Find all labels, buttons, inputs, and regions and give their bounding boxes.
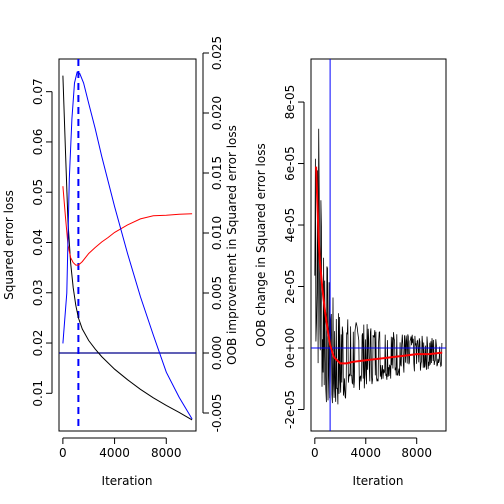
right-y-tick-label: -2e-05 — [283, 390, 297, 429]
right-y-tick-label: 6e-05 — [283, 146, 297, 181]
left-x-tick-label: 4000 — [99, 446, 130, 460]
left-series-smoothed-oob-loss — [62, 186, 193, 266]
right-series-oob-change — [314, 128, 443, 405]
right-y-tick-label: 8e-05 — [283, 85, 297, 120]
left-y2-axis-title: OOB improvement in Squared error loss — [225, 125, 239, 365]
right-x-tick-label: 8000 — [401, 446, 432, 460]
left-x-axis-title: Iteration — [102, 474, 153, 488]
left-y-tick-label: 0.03 — [31, 279, 45, 306]
left-y-tick-label: 0.05 — [31, 179, 45, 206]
left-y-tick-label: 0.04 — [31, 229, 45, 256]
left-series-training-loss — [62, 75, 193, 421]
left-chart-axes: 0 4000 8000 0.01 0.02 0.03 0.04 0.05 0.06 0.07 -0.… — [31, 36, 224, 460]
right-y-tick-label: 2e-05 — [283, 269, 297, 304]
left-y2-tick-label: 0.020 — [210, 96, 224, 130]
left-y-tick-label: 0.06 — [31, 129, 45, 156]
left-y2-tick-label: 0.000 — [210, 336, 224, 370]
right-x-tick-label: 0 — [311, 446, 319, 460]
left-y2-tick-label: 0.025 — [210, 36, 224, 70]
left-y2-tick-label: 0.015 — [210, 156, 224, 190]
left-plot-frame — [58, 58, 197, 432]
right-x-tick-label: 4000 — [350, 446, 381, 460]
right-y-tick-label: 0e+00 — [283, 328, 297, 368]
right-y-tick-label: 4e-05 — [283, 208, 297, 243]
left-y-tick-label: 0.01 — [31, 380, 45, 407]
right-series-smoothed-oob-change — [315, 166, 443, 365]
left-y2-tick-label: 0.005 — [210, 276, 224, 310]
left-chart-marks — [59, 59, 196, 431]
left-x-tick-label: 0 — [59, 446, 67, 460]
left-y-tick-label: 0.02 — [31, 330, 45, 357]
left-x-tick-label: 8000 — [151, 446, 182, 460]
left-y-tick-label: 0.07 — [31, 78, 45, 105]
left-series-cumulative-oob-improvement — [62, 71, 193, 420]
left-y-axis-title: Squared error loss — [2, 190, 16, 300]
right-plot-frame — [310, 58, 447, 432]
right-chart-axes: 0 4000 8000 -2e-05 0e+00 2e-05 4e-05 6e-05 8e-05 — [283, 85, 432, 460]
right-chart-panel: 0 4000 8000 -2e-05 0e+00 2e-05 4e-05 6e-05 8e-05… — [254, 58, 447, 488]
left-chart-panel: 0 4000 8000 0.01 0.02 0.03 0.04 0.05 0.06 0.07 -0.… — [2, 36, 239, 488]
right-x-axis-title: Iteration — [353, 474, 404, 488]
right-y-axis-title: OOB change in Squared error loss — [254, 143, 268, 346]
left-y2-tick-label: -0.005 — [210, 394, 224, 433]
left-y2-tick-label: 0.010 — [210, 216, 224, 250]
right-chart-marks — [311, 59, 446, 431]
